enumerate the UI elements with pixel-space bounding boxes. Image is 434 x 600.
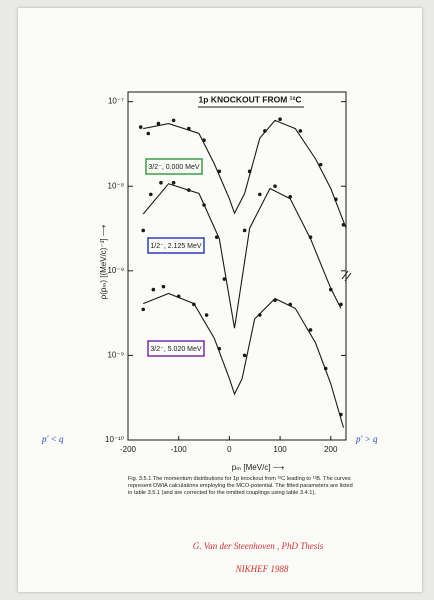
data-point	[161, 284, 166, 289]
data-point	[263, 129, 267, 133]
data-point	[159, 180, 163, 185]
data-point	[171, 118, 176, 123]
break-mark	[344, 272, 352, 282]
data-point	[328, 287, 333, 292]
note-institute: NIKHEF 1988	[235, 564, 289, 574]
data-point	[192, 302, 196, 307]
data-point	[258, 313, 262, 317]
axis-break	[341, 270, 352, 282]
model-curve	[142, 292, 345, 428]
data-point	[217, 346, 222, 351]
y-tick-label: 10⁻⁹	[107, 266, 124, 275]
data-point	[138, 125, 143, 129]
x-tick-label: 100	[273, 445, 287, 454]
data-point	[288, 302, 293, 307]
data-point	[202, 138, 206, 143]
state-label: 1/2⁻, 2.125 MeV	[150, 243, 202, 250]
data-point	[149, 192, 153, 197]
x-tick-label: -200	[120, 445, 137, 454]
data-point	[151, 287, 156, 292]
note-left: p' < q	[41, 434, 64, 444]
paper	[18, 8, 422, 592]
data-point	[156, 121, 161, 126]
data-point	[258, 192, 262, 197]
data-point	[146, 131, 151, 136]
data-point	[341, 222, 346, 227]
state-label: 3/2⁻, 5.020 MeV	[150, 346, 202, 353]
y-tick-label: 10⁻⁷	[108, 97, 124, 106]
data-point	[318, 162, 323, 167]
data-point	[187, 126, 191, 131]
data-point	[334, 197, 338, 202]
data-point	[204, 313, 209, 317]
data-point	[141, 228, 146, 233]
data-point	[339, 302, 343, 307]
data-point	[278, 117, 282, 122]
state-label-box	[145, 158, 203, 175]
data-point	[171, 180, 176, 185]
plot-frame	[127, 91, 347, 441]
data-point	[273, 298, 277, 302]
data-point	[222, 277, 227, 281]
data-point	[273, 184, 277, 189]
y-tick-label: 10⁻⁹	[107, 351, 124, 360]
data-point	[176, 294, 181, 299]
data-point	[308, 235, 313, 239]
state-label: 3/2⁻, 0.000 MeV	[148, 164, 200, 171]
y-tick-label: 10⁻¹⁰	[105, 435, 124, 444]
data-point	[339, 412, 343, 417]
data-point	[187, 188, 191, 192]
data-point	[298, 129, 303, 133]
x-tick-label: -100	[171, 445, 188, 454]
figure-caption: Fig. 3.5.1 The momentum distributions fo…	[128, 476, 353, 497]
note-right: p' > q	[355, 434, 378, 444]
data-point	[247, 169, 252, 174]
chart-title: 1p KNOCKOUT FROM ¹²C	[199, 94, 302, 104]
data-point	[141, 307, 146, 312]
data-point	[202, 203, 206, 207]
model-curve	[142, 183, 342, 329]
y-tick-label: 10⁻⁸	[108, 181, 125, 190]
state-label-box	[147, 237, 205, 254]
data-point	[214, 235, 219, 239]
data-point	[288, 194, 293, 199]
note-author: G. Van der Steenhoven , PhD Thesis	[193, 541, 324, 551]
x-tick-label: 0	[227, 445, 232, 454]
data-point	[323, 366, 328, 371]
x-tick-label: 200	[324, 445, 338, 454]
break-mark	[341, 270, 349, 280]
data-point	[217, 169, 222, 174]
y-axis-label: ρ(pₘ) [(MeV/c)⁻³] ⟶	[99, 224, 108, 299]
x-axis-label: pₘ [MeV/c] ⟶	[232, 463, 285, 472]
data-point	[242, 353, 247, 358]
data-point	[308, 328, 313, 332]
data-point	[242, 228, 247, 233]
model-curve	[143, 119, 347, 229]
state-label-box	[147, 340, 205, 357]
